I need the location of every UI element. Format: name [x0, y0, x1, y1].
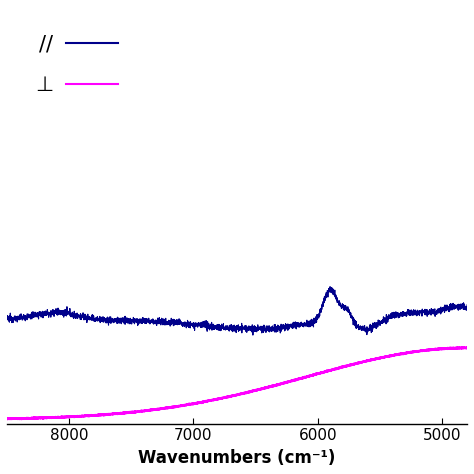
X-axis label: Wavenumbers (cm⁻¹): Wavenumbers (cm⁻¹): [138, 449, 336, 467]
Legend: //, ⊥: //, ⊥: [27, 26, 126, 103]
